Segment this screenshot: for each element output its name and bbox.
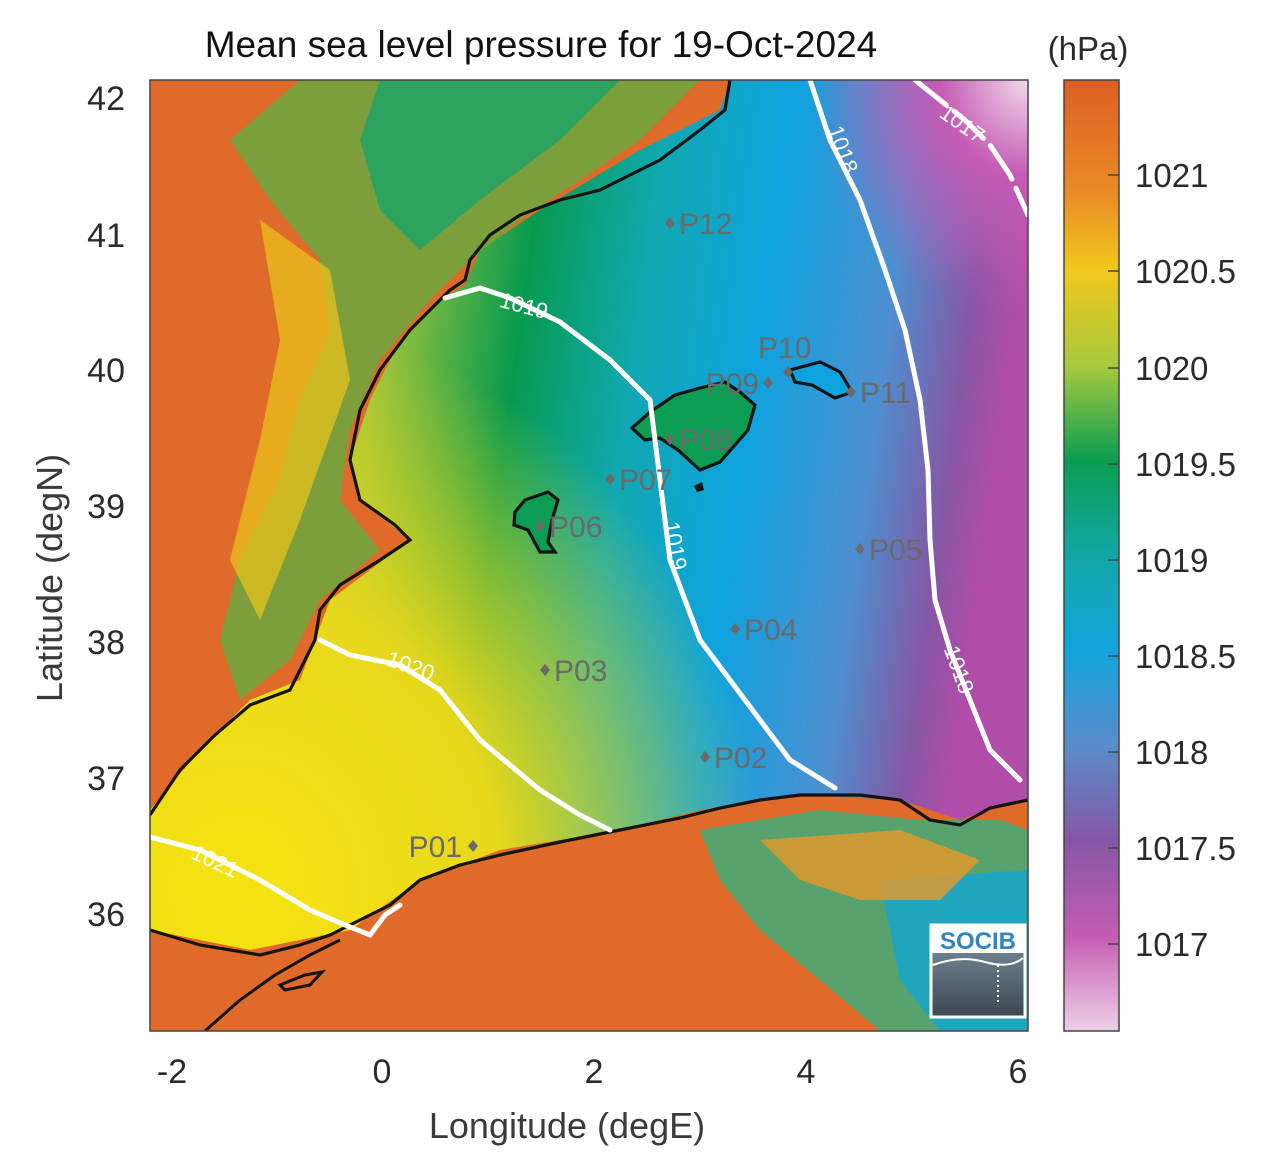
station-label: P03 [554, 655, 607, 688]
coastline-iberia [150, 80, 732, 816]
island-cabrera [694, 482, 704, 492]
station-marker: P08 [665, 424, 732, 457]
station-marker: P02 [700, 742, 767, 775]
colorbar-unit: (hPa) [1048, 30, 1129, 67]
map-frame [149, 79, 1029, 1032]
station-label: P09 [706, 368, 759, 401]
station-marker: P11 [846, 377, 911, 410]
isobars [150, 80, 1028, 939]
island-ibiza [512, 490, 560, 554]
map-area: 1017 1018 1018 1019 1019 1020 1021 P01 P… [150, 80, 1028, 1031]
station-label: P10 [758, 332, 811, 365]
y-tick-label: 41 [87, 217, 125, 255]
isobar-1021 [150, 834, 403, 939]
station-label: P05 [869, 534, 922, 567]
island-mallorca [629, 380, 757, 472]
station-label: P11 [860, 377, 911, 410]
station-label: P12 [679, 208, 732, 241]
colorbar-ramp [1063, 79, 1120, 1032]
station-label: P01 [409, 831, 462, 864]
land-iberia-coastal [220, 80, 700, 700]
colorbar-tick: 1017.5 [1135, 830, 1236, 867]
socib-logo: SOCIB [929, 923, 1027, 1019]
station-marker: P09 [706, 368, 773, 401]
y-tick-label: 42 [87, 80, 125, 118]
station-marker: P04 [730, 614, 797, 647]
colorbar-tick: 1018.5 [1135, 638, 1236, 675]
x-tick-label: -2 [157, 1053, 187, 1091]
y-tick-label: 40 [87, 352, 125, 390]
isobar-1019 [442, 285, 838, 791]
isobar-1017 [912, 80, 1028, 218]
y-tick-label: 37 [87, 760, 125, 798]
station-label: P07 [619, 464, 672, 497]
y-tick-label: 39 [87, 488, 125, 526]
colorbar-tick: 1017 [1135, 926, 1208, 963]
station-marker: P07 [605, 464, 672, 497]
colorbar-tick: 1021 [1135, 157, 1208, 194]
station-label: P06 [549, 511, 602, 544]
x-tick-label: 4 [797, 1053, 816, 1091]
station-marker: P10 [758, 332, 811, 378]
colorbar-tick: 1019 [1135, 542, 1208, 579]
station-marker: P03 [540, 655, 607, 688]
station-marker: P06 [535, 511, 602, 544]
chart-title: Mean sea level pressure for 19-Oct-2024 [205, 24, 878, 65]
coastline-africa [150, 793, 1028, 957]
island-menorca [787, 360, 855, 400]
isobar-1020 [317, 637, 613, 833]
station-marker: P01 [409, 831, 478, 864]
colorbar-tick: 1018 [1135, 734, 1208, 771]
x-tick-label: 6 [1009, 1053, 1028, 1091]
station-marker: P05 [855, 534, 922, 567]
y-tick-label: 38 [87, 624, 125, 662]
station-label: P04 [744, 614, 797, 647]
stations: P01 P02 P03 P04 P05 P06 [409, 208, 923, 864]
y-tick-label: 36 [87, 896, 125, 934]
y-axis-label: Latitude (degN) [29, 454, 70, 702]
logo-text: SOCIB [940, 928, 1016, 955]
isobar-1018 [807, 80, 1023, 783]
colorbar-tick: 1020 [1135, 350, 1208, 387]
colorbar-tick: 1020.5 [1135, 253, 1236, 290]
station-label: P08 [679, 424, 732, 457]
colorbar-tick: 1019.5 [1135, 446, 1236, 483]
x-axis: -2 0 2 4 6 [157, 1053, 1028, 1091]
x-tick-label: 0 [373, 1053, 392, 1091]
station-marker: P12 [665, 208, 732, 241]
x-axis-label: Longitude (degE) [429, 1105, 705, 1146]
x-tick-label: 2 [585, 1053, 604, 1091]
y-axis: 42 41 40 39 38 37 36 [87, 80, 125, 934]
station-label: P02 [714, 742, 767, 775]
colorbar: (hPa) 1021 1020.5 1020 1019.5 1019 1018.… [1048, 30, 1236, 1032]
